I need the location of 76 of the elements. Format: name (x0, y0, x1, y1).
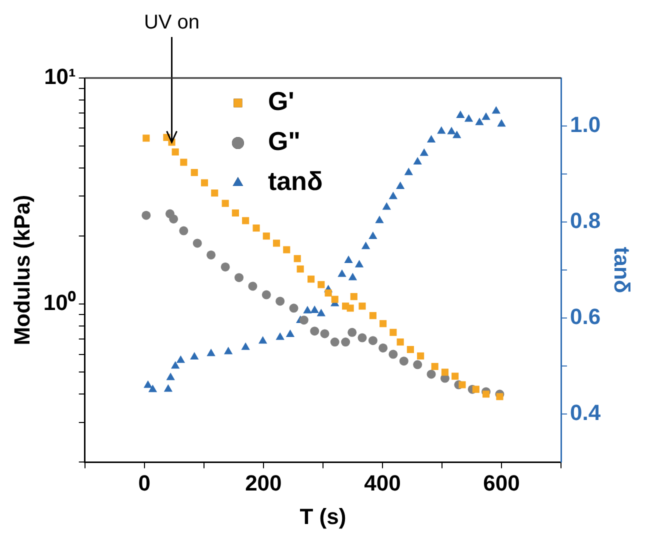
point (341, 338, 350, 347)
point (172, 148, 179, 156)
point (368, 336, 378, 346)
point (378, 343, 388, 352)
point (358, 302, 366, 310)
x-tick-label: 400 (364, 470, 401, 496)
point (441, 368, 448, 376)
point (272, 240, 280, 247)
point (413, 360, 422, 370)
point (169, 214, 178, 224)
legend-label: tanδ (268, 166, 323, 196)
point (252, 224, 260, 232)
point (318, 281, 325, 288)
x-tick-label: 600 (483, 470, 520, 496)
point (348, 328, 357, 337)
y-tick-label: 10¹ (44, 64, 76, 90)
point (346, 304, 354, 312)
x-tick-label: 200 (245, 470, 282, 496)
point (426, 370, 436, 379)
point (388, 350, 398, 359)
legend-label: G' (268, 86, 294, 116)
point (294, 255, 301, 262)
point (496, 393, 504, 400)
point (220, 262, 230, 272)
point (399, 356, 408, 366)
annotation: UV on (144, 12, 200, 34)
point (142, 210, 151, 220)
point (248, 282, 258, 291)
point (262, 232, 270, 240)
point (276, 296, 285, 306)
point (222, 200, 229, 207)
y-tick-label: 10⁰ (43, 290, 76, 316)
point (211, 189, 218, 197)
point (190, 168, 198, 176)
legend-label: G" (268, 126, 301, 156)
point (472, 386, 480, 393)
x-axis-title: T (s) (300, 504, 346, 529)
point (458, 381, 466, 388)
point (330, 338, 340, 347)
point (320, 329, 330, 338)
y2-tick-label: 0.4 (570, 400, 602, 426)
point (283, 246, 290, 254)
point (232, 209, 239, 217)
point (324, 289, 332, 297)
y2-tick-label: 1.0 (570, 112, 601, 138)
point (390, 328, 397, 336)
y2-tick-label: 0.6 (570, 304, 601, 330)
point (406, 346, 414, 354)
point (289, 304, 298, 313)
point (192, 238, 202, 248)
point (299, 316, 308, 325)
point (331, 296, 338, 303)
point (310, 326, 320, 336)
point (242, 217, 250, 224)
point (179, 226, 188, 236)
point (180, 158, 188, 166)
point (142, 134, 150, 142)
y2-tick-label: 0.8 (570, 208, 601, 234)
y2-axis-title: tanδ (610, 246, 635, 294)
point (308, 276, 315, 283)
point (350, 293, 358, 300)
point (358, 333, 367, 342)
point (396, 338, 404, 346)
point (452, 372, 459, 380)
x-tick-label: 0 (138, 470, 151, 496)
point (482, 390, 490, 398)
point (234, 273, 244, 282)
point (431, 362, 438, 370)
point (296, 265, 304, 273)
point (262, 290, 271, 300)
point (200, 179, 208, 186)
point (417, 352, 424, 360)
point (380, 320, 387, 328)
point (369, 312, 376, 320)
y-axis-title: Modulus (kPa) (9, 194, 34, 346)
point (206, 250, 216, 260)
